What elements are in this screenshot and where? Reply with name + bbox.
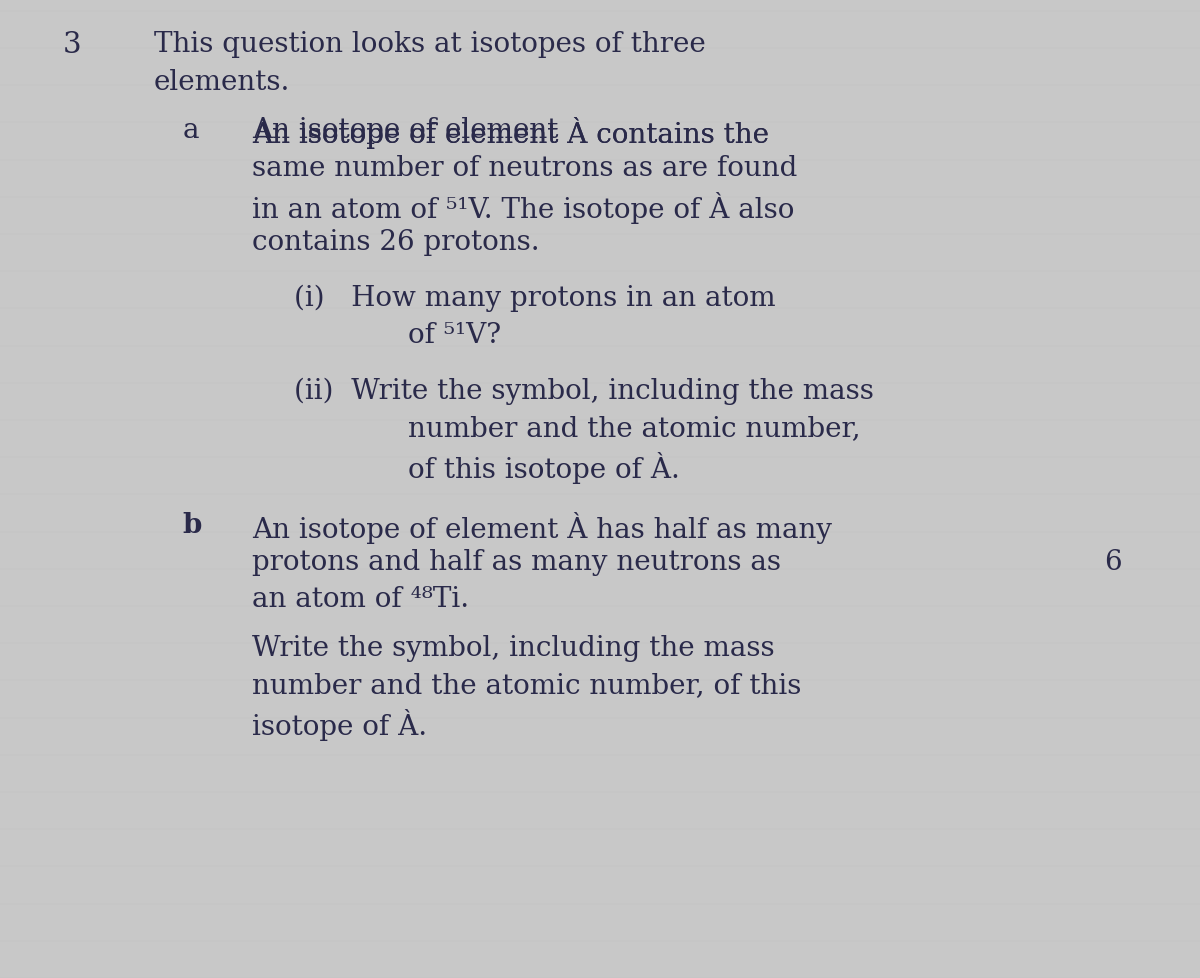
Text: of this isotope of À.: of this isotope of À. [408, 452, 680, 484]
Text: isotope of À.: isotope of À. [252, 708, 427, 740]
Text: 3: 3 [62, 31, 82, 60]
Text: 6: 6 [1104, 549, 1122, 575]
Text: (i)   How many protons in an atom: (i) How many protons in an atom [294, 285, 775, 312]
Text: protons and half as many neutrons as: protons and half as many neutrons as [252, 549, 781, 575]
Text: This question looks at isotopes of three: This question looks at isotopes of three [154, 31, 706, 59]
Text: in an atom of ⁵¹V. The isotope of À also: in an atom of ⁵¹V. The isotope of À also [252, 192, 794, 224]
Text: a: a [182, 117, 199, 145]
Text: elements.: elements. [154, 68, 290, 96]
Text: An isotope of element: An isotope of element [252, 117, 568, 145]
Text: contains 26 protons.: contains 26 protons. [252, 229, 540, 256]
Text: (ii)  Write the symbol, including the mass: (ii) Write the symbol, including the mas… [294, 378, 874, 405]
Text: an atom of ⁴⁸Ti.: an atom of ⁴⁸Ti. [252, 586, 469, 612]
Text: An isotope of element À contains the: An isotope of element À contains the [252, 117, 769, 150]
Text: of ⁵¹V?: of ⁵¹V? [408, 322, 502, 349]
Text: An isotope of element À contains the: An isotope of element À contains the [252, 117, 769, 150]
Text: b: b [182, 511, 202, 538]
Text: An isotope of element À has half as many: An isotope of element À has half as many [252, 511, 832, 543]
Text: number and the atomic number,: number and the atomic number, [408, 415, 860, 442]
Text: same number of neutrons as are found: same number of neutrons as are found [252, 155, 797, 182]
Text: number and the atomic number, of this: number and the atomic number, of this [252, 671, 802, 698]
Text: Write the symbol, including the mass: Write the symbol, including the mass [252, 634, 775, 661]
